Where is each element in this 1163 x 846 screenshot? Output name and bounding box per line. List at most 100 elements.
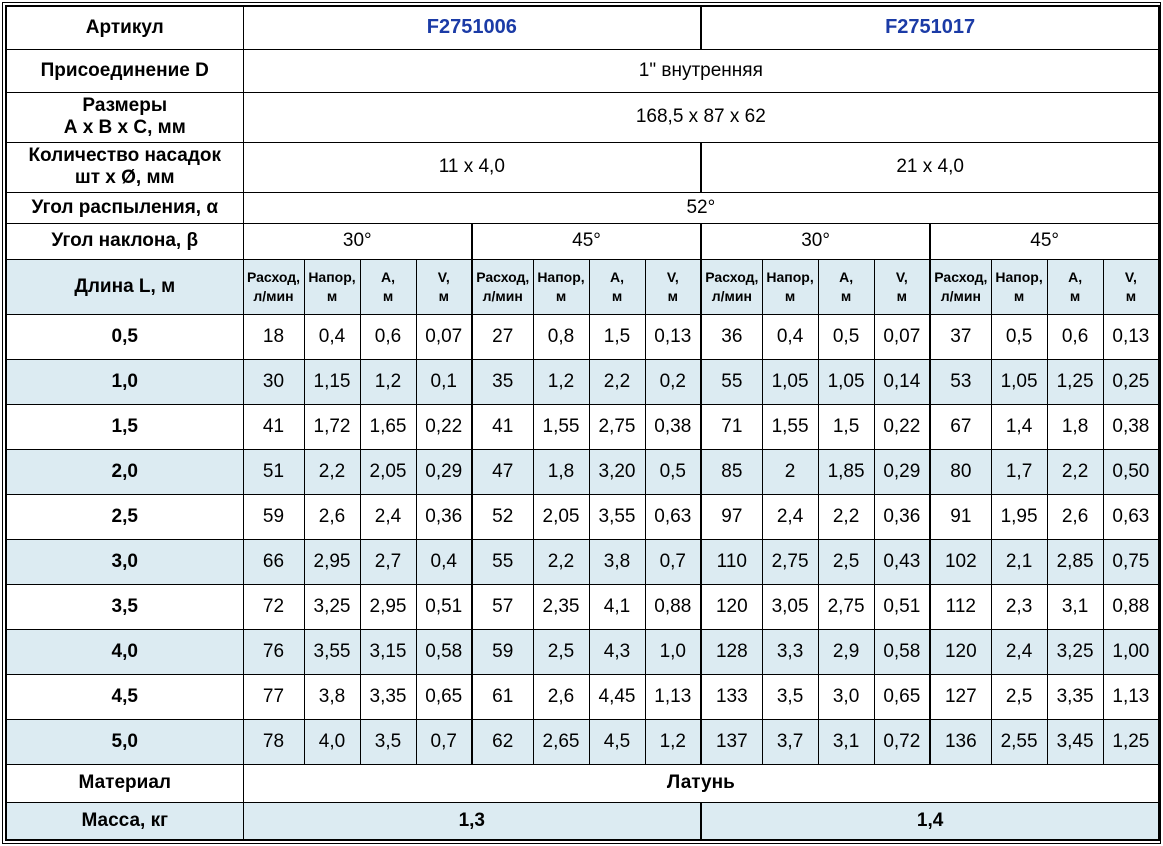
data-cell: 1,05 (817, 358, 875, 405)
data-cell: 1,13 (644, 673, 702, 720)
measure-header-line2: л/мин (253, 287, 294, 304)
data-cell: 1,25 (1046, 358, 1104, 405)
data-cell: 0,58 (415, 628, 473, 675)
data-cell: 2,6 (303, 493, 361, 540)
measure-header-line1: V, (895, 269, 908, 286)
data-cell: 0,4 (761, 313, 819, 360)
article-number-2: F2751017 (700, 5, 1160, 50)
nozzles-label-line2: шт х Ø, мм (74, 167, 175, 188)
data-cell: 2,95 (303, 538, 361, 585)
data-cell: 1,2 (359, 358, 417, 405)
data-cell: 77 (242, 673, 305, 720)
data-cell: 0,38 (644, 403, 702, 450)
measure-header: Напор, м (303, 258, 361, 315)
row-label-mass: Масса, кг (5, 801, 244, 841)
nozzles-label-line1: Количество насадок (28, 145, 222, 166)
subheader-row: Длина L, м Расход, л/мин Напор, м А, м V, м Расх… (5, 258, 1160, 315)
data-cell: 1,05 (990, 358, 1048, 405)
measure-header-line1: А, (1068, 269, 1083, 286)
data-cell: 4,0 (303, 718, 361, 765)
data-cell: 97 (700, 493, 763, 540)
measure-header: А, м (588, 258, 646, 315)
data-cell: 3,55 (303, 628, 361, 675)
measure-header-line2: м (611, 287, 623, 304)
data-cell: 0,6 (359, 313, 417, 360)
data-cell: 27 (471, 313, 534, 360)
data-cell: 1,13 (1102, 673, 1160, 720)
data-cell: 2,5 (990, 673, 1048, 720)
data-cell: 1,85 (817, 448, 875, 495)
data-cell: 2,95 (359, 583, 417, 630)
data-cell: 1,8 (1046, 403, 1104, 450)
data-cell: 3,20 (588, 448, 646, 495)
data-cell: 76 (242, 628, 305, 675)
measure-header-line2: м (382, 287, 394, 304)
measure-header: Расход, л/мин (242, 258, 305, 315)
length-value: 5,0 (5, 718, 244, 765)
data-cell: 0,5 (990, 313, 1048, 360)
measure-header-line2: л/мин (711, 287, 752, 304)
nozzles-value-1: 11 х 4,0 (242, 141, 702, 193)
dimensions-row: Размеры А х В х С, мм 168,5 x 87 x 62 (5, 91, 1160, 143)
data-cell: 127 (929, 673, 992, 720)
data-cell: 0,22 (873, 403, 931, 450)
measure-header-line2: м (840, 287, 852, 304)
material-value: Латунь (242, 763, 1160, 803)
row-label-spray-angle: Угол распыления, α (5, 191, 244, 224)
measure-header-line2: м (1125, 287, 1137, 304)
data-cell: 0,4 (303, 313, 361, 360)
data-cell: 0,36 (415, 493, 473, 540)
data-cell: 91 (929, 493, 992, 540)
measure-header-line1: Расход, (246, 269, 301, 286)
data-row: 0,5 18 0,4 0,6 0,07 27 0,8 1,5 0,13 36 0,4 0,5 0,07 3… (5, 313, 1160, 360)
data-row: 5,0 78 4,0 3,5 0,7 62 2,65 4,5 1,2 137 3,7 3,1 0,72 1… (5, 718, 1160, 765)
data-cell: 2,4 (359, 493, 417, 540)
data-cell: 4,45 (588, 673, 646, 720)
data-cell: 0,13 (1102, 313, 1160, 360)
measure-header-line1: V, (1124, 269, 1137, 286)
dimensions-label-line1: Размеры (82, 95, 168, 116)
spray-angle-row: Угол распыления, α 52° (5, 191, 1160, 224)
row-label-tilt-angle: Угол наклона, β (5, 222, 244, 260)
data-row: 1,0 30 1,15 1,2 0,1 35 1,2 2,2 0,2 55 1,05 1,05 0,14… (5, 358, 1160, 405)
data-cell: 0,36 (873, 493, 931, 540)
data-cell: 55 (700, 358, 763, 405)
data-cell: 72 (242, 583, 305, 630)
data-cell: 1,05 (761, 358, 819, 405)
data-row: 4,5 77 3,8 3,35 0,65 61 2,6 4,45 1,13 133 3,5 3,0 0,… (5, 673, 1160, 720)
data-cell: 85 (700, 448, 763, 495)
data-cell: 51 (242, 448, 305, 495)
measure-header-line2: м (1069, 287, 1081, 304)
measure-header: Расход, л/мин (700, 258, 763, 315)
measure-header-line2: м (438, 287, 449, 304)
measure-header-line1: Расход, (476, 269, 530, 286)
data-cell: 128 (700, 628, 763, 675)
data-cell: 2,2 (817, 493, 875, 540)
data-cell: 1,5 (817, 403, 875, 450)
data-cell: 2,3 (990, 583, 1048, 630)
data-cell: 2,2 (588, 358, 646, 405)
data-cell: 0,8 (532, 313, 590, 360)
data-cell: 3,8 (588, 538, 646, 585)
data-cell: 0,50 (1102, 448, 1160, 495)
nozzles-value-2: 21 х 4,0 (700, 141, 1160, 193)
data-cell: 37 (929, 313, 992, 360)
data-cell: 0,4 (415, 538, 473, 585)
length-value: 3,5 (5, 583, 244, 630)
data-cell: 1,25 (1102, 718, 1160, 765)
mass-row: Масса, кг 1,3 1,4 (5, 801, 1160, 841)
length-value: 4,5 (5, 673, 244, 720)
data-cell: 2,6 (1046, 493, 1104, 540)
data-cell: 3,55 (588, 493, 646, 540)
data-cell: 1,65 (359, 403, 417, 450)
length-value: 0,5 (5, 313, 244, 360)
data-cell: 41 (242, 403, 305, 450)
data-cell: 0,5 (817, 313, 875, 360)
data-cell: 3,7 (761, 718, 819, 765)
data-cell: 2,05 (359, 448, 417, 495)
measure-header-line2: м (784, 287, 796, 304)
tilt-angle-value: 30° (700, 222, 931, 260)
data-cell: 47 (471, 448, 534, 495)
data-cell: 3,45 (1046, 718, 1104, 765)
